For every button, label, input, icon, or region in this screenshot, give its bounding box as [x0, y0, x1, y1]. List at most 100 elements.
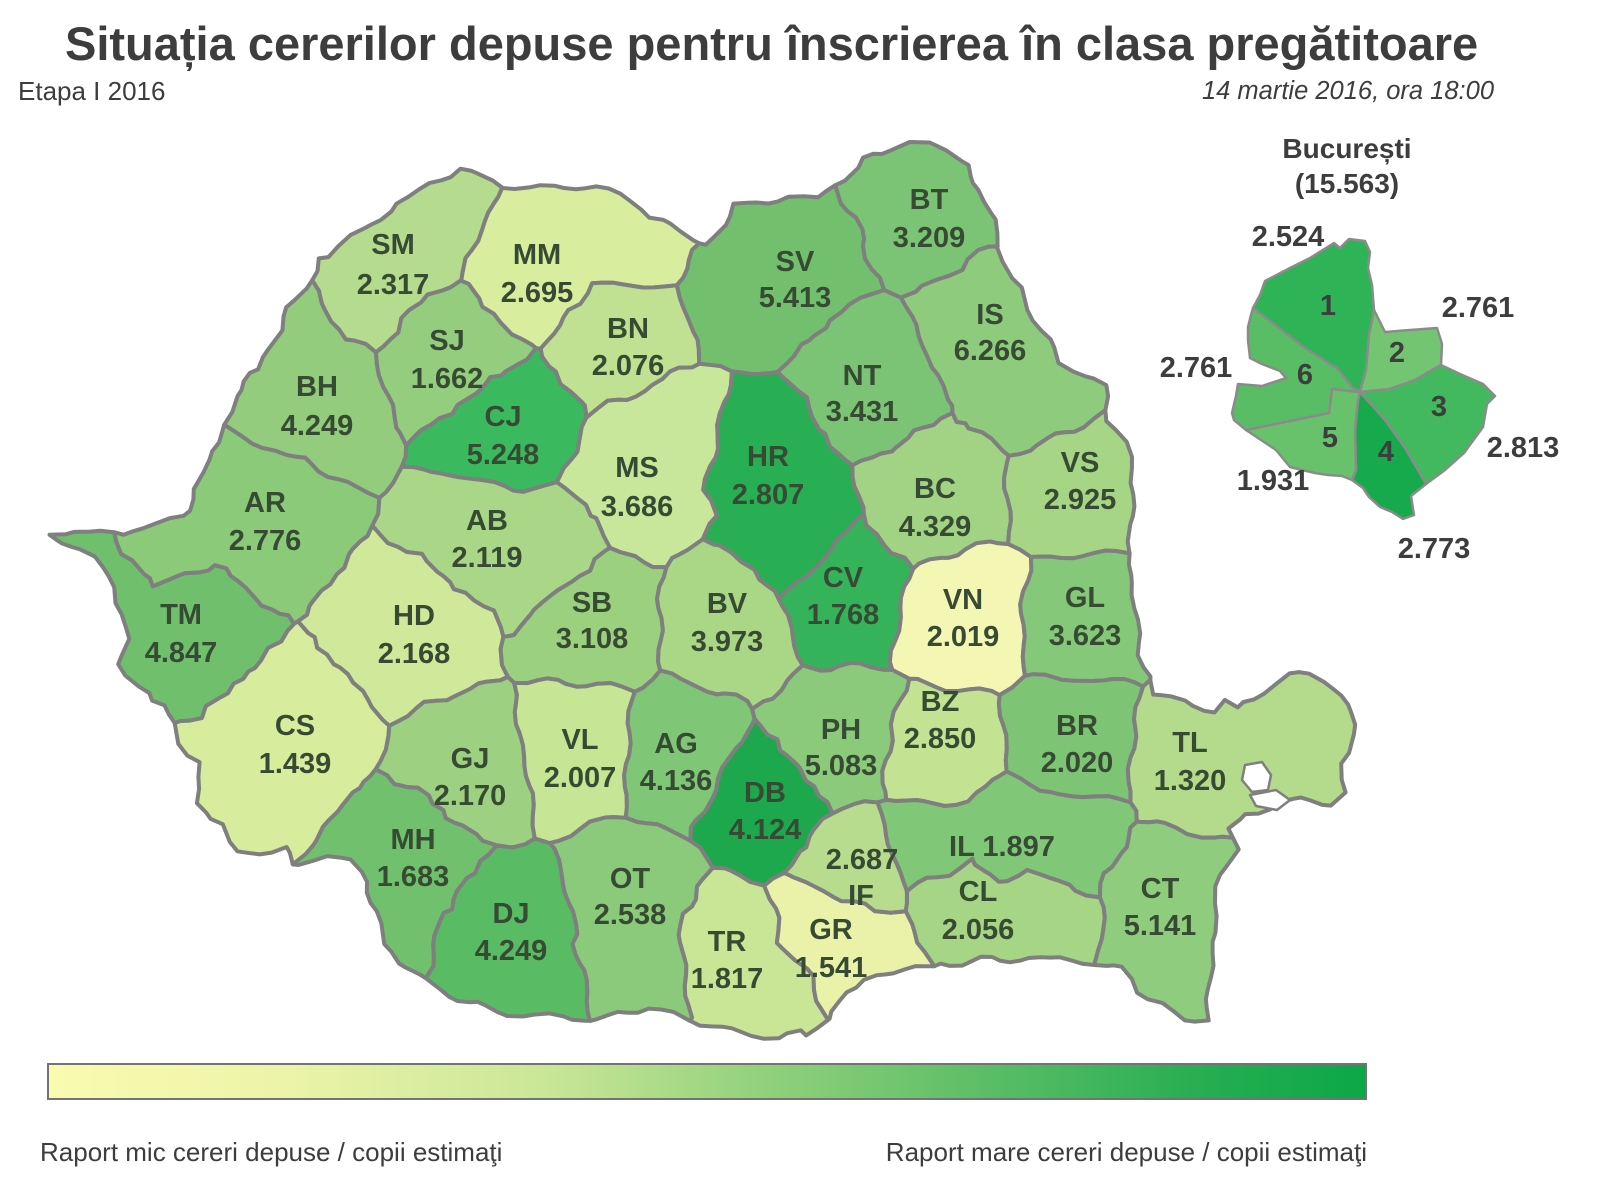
- svg-text:SM: SM: [371, 229, 415, 261]
- svg-text:4.847: 4.847: [145, 637, 218, 669]
- svg-text:1: 1: [1320, 290, 1336, 322]
- svg-text:2.170: 2.170: [434, 780, 507, 812]
- svg-text:2.076: 2.076: [592, 350, 665, 382]
- svg-text:București: București: [1282, 133, 1411, 164]
- svg-text:AR: AR: [244, 487, 286, 519]
- svg-text:CJ: CJ: [484, 401, 521, 433]
- svg-text:VN: VN: [943, 584, 983, 616]
- svg-text:2.925: 2.925: [1044, 484, 1117, 516]
- svg-text:4.124: 4.124: [729, 814, 802, 846]
- svg-text:IL 1.897: IL 1.897: [949, 831, 1055, 863]
- svg-text:MS: MS: [615, 452, 659, 484]
- svg-text:BR: BR: [1056, 710, 1098, 742]
- svg-text:4.249: 4.249: [281, 410, 354, 442]
- svg-text:1.817: 1.817: [691, 963, 764, 995]
- svg-text:Situația cererilor depuse pent: Situația cererilor depuse pentru înscrie…: [65, 17, 1478, 71]
- svg-text:6.266: 6.266: [954, 335, 1027, 367]
- svg-text:1.320: 1.320: [1154, 765, 1227, 797]
- svg-text:BZ: BZ: [921, 686, 960, 718]
- svg-text:(15.563): (15.563): [1295, 168, 1399, 199]
- svg-text:4.136: 4.136: [640, 765, 713, 797]
- svg-text:MH: MH: [390, 824, 435, 856]
- svg-text:BN: BN: [607, 313, 649, 345]
- svg-text:2.538: 2.538: [594, 899, 667, 931]
- svg-text:1.768: 1.768: [807, 599, 880, 631]
- svg-text:AG: AG: [654, 728, 698, 760]
- svg-text:TR: TR: [708, 926, 747, 958]
- svg-text:Raport mare cereri depuse / co: Raport mare cereri depuse / copii estima…: [886, 1137, 1367, 1167]
- svg-text:SV: SV: [776, 246, 815, 278]
- svg-text:3.209: 3.209: [893, 222, 966, 254]
- svg-text:2.317: 2.317: [357, 269, 430, 301]
- svg-text:2.119: 2.119: [452, 542, 523, 574]
- svg-text:6: 6: [1297, 359, 1313, 391]
- svg-text:2.695: 2.695: [501, 277, 574, 309]
- svg-text:SJ: SJ: [429, 325, 464, 357]
- svg-text:4.249: 4.249: [475, 935, 548, 967]
- svg-text:PH: PH: [821, 714, 861, 746]
- svg-text:Raport mic cereri depuse / cop: Raport mic cereri depuse / copii estimaţ…: [40, 1137, 502, 1167]
- svg-text:NT: NT: [843, 360, 882, 392]
- svg-text:DJ: DJ: [492, 898, 529, 930]
- svg-text:5.141: 5.141: [1124, 910, 1197, 942]
- svg-text:2.007: 2.007: [544, 762, 617, 794]
- svg-text:2.056: 2.056: [942, 914, 1015, 946]
- svg-text:5.413: 5.413: [759, 282, 832, 314]
- svg-text:2.761: 2.761: [1442, 292, 1515, 324]
- svg-text:14 martie 2016, ora 18:00: 14 martie 2016, ora 18:00: [1202, 77, 1494, 105]
- svg-text:MM: MM: [513, 239, 561, 271]
- svg-text:CL: CL: [959, 876, 998, 908]
- svg-text:CV: CV: [823, 562, 864, 594]
- svg-text:2.807: 2.807: [732, 479, 805, 511]
- svg-text:BV: BV: [707, 588, 748, 620]
- svg-text:TM: TM: [160, 599, 202, 631]
- svg-text:2.687: 2.687: [826, 844, 899, 876]
- svg-text:SB: SB: [572, 587, 612, 619]
- svg-text:2.019: 2.019: [927, 621, 1000, 653]
- svg-text:1.662: 1.662: [411, 363, 484, 395]
- svg-text:HR: HR: [747, 441, 789, 473]
- svg-text:GR: GR: [809, 914, 853, 946]
- svg-text:HD: HD: [393, 600, 435, 632]
- svg-text:2.773: 2.773: [1398, 533, 1471, 565]
- svg-text:1.683: 1.683: [377, 861, 450, 893]
- svg-text:5: 5: [1322, 422, 1338, 454]
- svg-text:5.248: 5.248: [467, 439, 540, 471]
- svg-text:2.168: 2.168: [378, 638, 451, 670]
- svg-text:2: 2: [1389, 337, 1405, 369]
- svg-text:2.020: 2.020: [1041, 747, 1114, 779]
- svg-text:OT: OT: [610, 863, 651, 895]
- svg-text:GL: GL: [1065, 582, 1105, 614]
- svg-text:3.623: 3.623: [1049, 620, 1122, 652]
- svg-text:AB: AB: [466, 505, 508, 537]
- svg-text:VS: VS: [1061, 447, 1100, 479]
- svg-text:1.931: 1.931: [1237, 465, 1310, 497]
- svg-text:CS: CS: [275, 710, 315, 742]
- svg-text:DB: DB: [744, 777, 786, 809]
- svg-text:3: 3: [1431, 391, 1447, 423]
- svg-text:VL: VL: [561, 724, 598, 756]
- svg-text:5.083: 5.083: [805, 750, 878, 782]
- svg-text:1.541: 1.541: [795, 952, 868, 984]
- svg-text:TL: TL: [1172, 727, 1207, 759]
- svg-text:2.813: 2.813: [1487, 432, 1560, 464]
- svg-text:1.439: 1.439: [259, 748, 332, 780]
- svg-text:3.973: 3.973: [691, 626, 764, 658]
- svg-text:4.329: 4.329: [899, 511, 972, 543]
- svg-text:3.108: 3.108: [556, 623, 629, 655]
- svg-text:BH: BH: [296, 371, 338, 403]
- svg-text:2.761: 2.761: [1160, 352, 1233, 384]
- svg-text:3.431: 3.431: [826, 396, 899, 428]
- svg-text:2.776: 2.776: [229, 525, 302, 557]
- svg-text:CT: CT: [1141, 873, 1180, 905]
- svg-text:2.850: 2.850: [904, 723, 977, 755]
- svg-text:Etapa I 2016: Etapa I 2016: [18, 76, 165, 106]
- svg-text:3.686: 3.686: [601, 491, 674, 523]
- svg-text:GJ: GJ: [451, 743, 490, 775]
- svg-text:4: 4: [1378, 436, 1394, 468]
- svg-text:IF: IF: [848, 880, 874, 912]
- svg-text:BC: BC: [914, 473, 956, 505]
- svg-text:BT: BT: [910, 184, 949, 216]
- svg-text:2.524: 2.524: [1252, 221, 1325, 253]
- svg-text:IS: IS: [976, 299, 1003, 331]
